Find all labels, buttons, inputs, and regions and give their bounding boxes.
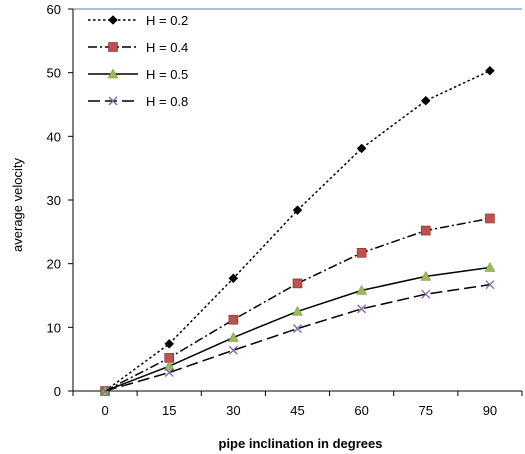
data-point-marker bbox=[100, 386, 110, 396]
series-4 bbox=[100, 280, 495, 396]
data-point-marker bbox=[108, 96, 118, 106]
data-point-marker bbox=[420, 225, 431, 236]
data-point-marker bbox=[228, 314, 239, 325]
x-tick-label: 30 bbox=[226, 403, 240, 418]
data-point-marker bbox=[292, 205, 303, 216]
data-point-marker bbox=[357, 304, 367, 314]
data-point-marker bbox=[293, 324, 302, 334]
data-point-marker bbox=[420, 270, 432, 281]
x-tick-label: 15 bbox=[162, 403, 176, 418]
legend-item: H = 0.2 bbox=[88, 13, 188, 28]
y-tick-label: 60 bbox=[47, 2, 61, 17]
data-point-marker bbox=[485, 65, 495, 76]
series-line bbox=[104, 70, 491, 392]
x-tick-label: 90 bbox=[483, 403, 497, 418]
y-tick-label: 50 bbox=[47, 66, 61, 81]
data-point-marker bbox=[163, 360, 175, 371]
data-point-marker bbox=[485, 280, 495, 290]
x-tick-label: 75 bbox=[419, 403, 433, 418]
y-tick-label: 30 bbox=[47, 193, 61, 208]
data-point-marker bbox=[107, 68, 119, 79]
legend-label: H = 0.8 bbox=[146, 94, 188, 109]
data-point-marker bbox=[356, 284, 368, 295]
x-tick-label: 45 bbox=[290, 403, 304, 418]
y-axis-title: average velocity bbox=[10, 158, 25, 252]
data-point-marker bbox=[228, 273, 239, 284]
legend-item: H = 0.5 bbox=[88, 67, 188, 82]
data-point-marker bbox=[292, 278, 303, 289]
y-tick-label: 10 bbox=[47, 320, 61, 335]
y-tick-label: 40 bbox=[47, 129, 61, 144]
series-2 bbox=[100, 213, 495, 396]
data-point-marker bbox=[485, 213, 495, 224]
legend: H = 0.2 H = 0.4 H = 0.5 H = 0.8 bbox=[88, 13, 188, 109]
axes: 0 10 20 30 40 50 60 0 15 30 45 60 75 90 bbox=[47, 2, 523, 418]
series-group bbox=[99, 65, 496, 396]
data-point-marker bbox=[227, 332, 239, 342]
data-point-marker bbox=[108, 15, 118, 25]
legend-item: H = 0.4 bbox=[88, 40, 188, 55]
data-point-marker bbox=[108, 42, 118, 52]
x-axis-title: pipe inclination in degrees bbox=[219, 436, 383, 451]
data-point-marker bbox=[421, 289, 431, 299]
data-point-marker bbox=[420, 95, 431, 106]
series-1 bbox=[100, 65, 495, 396]
legend-label: H = 0.4 bbox=[146, 40, 188, 55]
data-point-marker bbox=[228, 345, 238, 355]
data-point-marker bbox=[164, 339, 175, 349]
series-line bbox=[104, 283, 491, 392]
legend-label: H = 0.2 bbox=[146, 13, 188, 28]
data-point-marker bbox=[164, 368, 174, 377]
series-line bbox=[104, 217, 491, 392]
legend-label: H = 0.5 bbox=[146, 67, 188, 82]
data-point-marker bbox=[356, 143, 367, 154]
y-tick-label: 20 bbox=[47, 257, 61, 272]
legend-item: H = 0.8 bbox=[88, 94, 188, 109]
data-point-marker bbox=[484, 261, 496, 272]
x-tick-label: 0 bbox=[101, 403, 108, 418]
data-point-marker bbox=[292, 305, 303, 316]
data-point-marker bbox=[356, 248, 367, 258]
y-tick-label: 0 bbox=[54, 384, 61, 399]
x-tick-label: 60 bbox=[354, 403, 368, 418]
